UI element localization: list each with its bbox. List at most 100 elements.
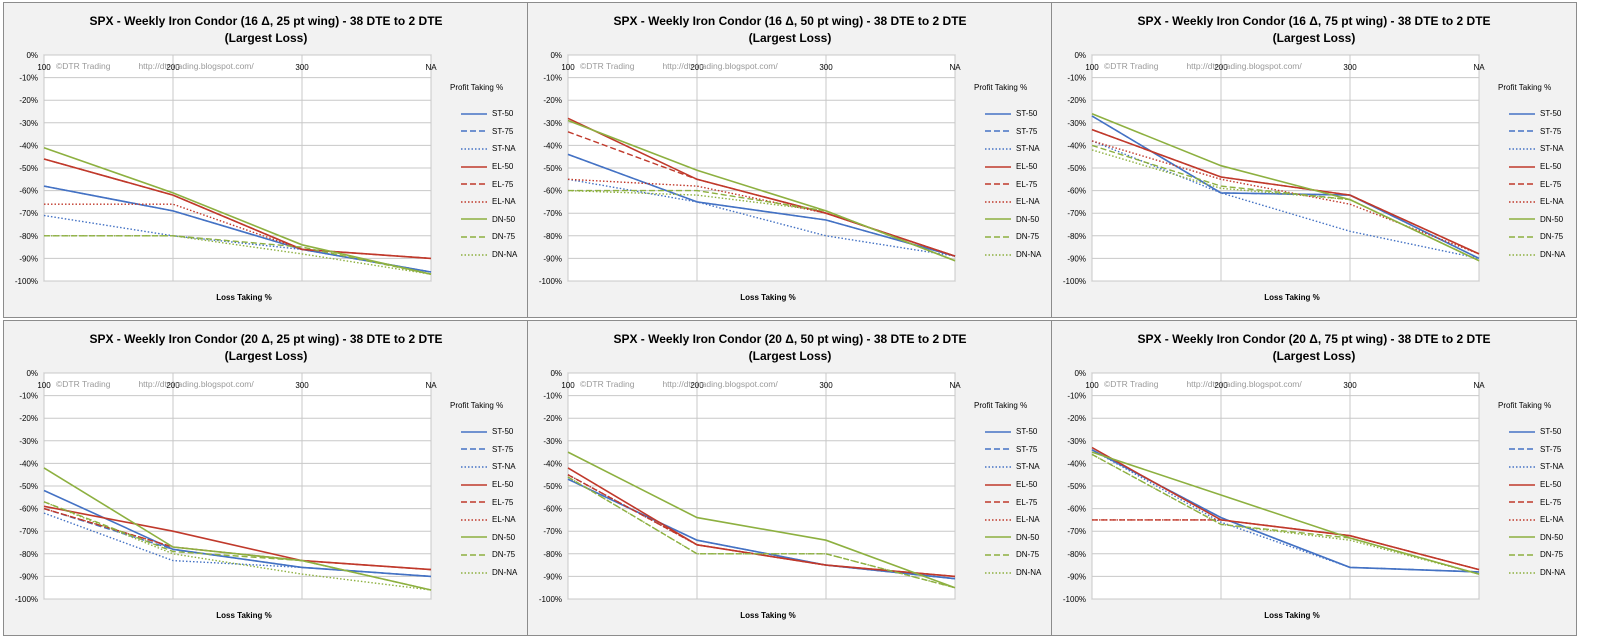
y-tick-label: -90% bbox=[543, 572, 562, 581]
legend-item: DN-NA bbox=[984, 564, 1041, 582]
chart-panel-16d-75w: SPX - Weekly Iron Condor (16 Δ, 75 pt wi… bbox=[1051, 2, 1577, 318]
legend-swatch bbox=[985, 483, 1011, 486]
y-tick-label: -30% bbox=[543, 119, 562, 128]
legend-item: EL-75 bbox=[984, 493, 1041, 511]
x-axis-label: Loss Taking % bbox=[216, 293, 272, 302]
series-line-dn-na bbox=[44, 235, 432, 275]
legend-label: DN-75 bbox=[492, 232, 516, 242]
legend-swatch bbox=[461, 112, 487, 115]
legend-swatch bbox=[1509, 554, 1535, 556]
legend-label: ST-50 bbox=[1540, 109, 1562, 119]
legend-label: EL-50 bbox=[1016, 480, 1038, 490]
y-tick-label: -10% bbox=[1067, 74, 1086, 83]
chart-title: SPX - Weekly Iron Condor (16 Δ, 50 pt wi… bbox=[528, 13, 1052, 47]
legend-title: Profit Taking % bbox=[450, 83, 504, 92]
legend: ST-50 ST-75 ST-NA EL-50 EL-75 EL-NA DN-50 DN-75… bbox=[1508, 423, 1565, 581]
y-tick-label: -40% bbox=[543, 459, 562, 468]
legend-swatch bbox=[461, 483, 487, 486]
watermark: ©DTR Trading http://dtr-trading.blogspot.… bbox=[56, 379, 282, 389]
y-tick-label: -20% bbox=[19, 414, 38, 423]
legend-label: ST-NA bbox=[1016, 144, 1040, 154]
legend-swatch bbox=[985, 536, 1011, 539]
y-tick-label: -20% bbox=[1067, 414, 1086, 423]
legend-swatch bbox=[1509, 501, 1535, 503]
watermark: ©DTR Trading http://dtr-trading.blogspot.… bbox=[580, 61, 806, 71]
legend-title: Profit Taking % bbox=[1498, 401, 1552, 410]
legend-item: ST-50 bbox=[1508, 423, 1565, 441]
chart-title-line2: (Largest Loss) bbox=[224, 349, 308, 363]
legend-label: DN-75 bbox=[1540, 232, 1564, 242]
y-tick-label: -60% bbox=[1067, 505, 1086, 514]
legend-item: ST-75 bbox=[1508, 441, 1565, 459]
chart-panel-16d-25w: SPX - Weekly Iron Condor (16 Δ, 25 pt wi… bbox=[3, 2, 529, 318]
y-tick-label: -50% bbox=[1067, 164, 1086, 173]
x-tick-label: NA bbox=[949, 63, 961, 72]
legend-swatch bbox=[985, 466, 1011, 468]
y-tick-label: -90% bbox=[19, 254, 38, 263]
legend-swatch bbox=[461, 501, 487, 503]
x-tick-label: 300 bbox=[295, 63, 309, 72]
watermark-copyright: ©DTR Trading bbox=[1104, 379, 1159, 389]
legend-item: ST-50 bbox=[984, 105, 1041, 123]
legend-label: ST-50 bbox=[1016, 109, 1038, 119]
legend-swatch bbox=[985, 236, 1011, 238]
y-tick-label: -10% bbox=[543, 74, 562, 83]
legend: ST-50 ST-75 ST-NA EL-50 EL-75 EL-NA DN-50 DN-75… bbox=[460, 423, 517, 581]
y-tick-label: -50% bbox=[543, 482, 562, 491]
chart-svg: 0% -10% -20% -30% -40% -50% -60% -70% -80% -90% -1… bbox=[1063, 51, 1485, 286]
legend-item: EL-75 bbox=[1508, 493, 1565, 511]
chart-svg: 0% -10% -20% -30% -40% -50% -60% -70% -80% -90% -1… bbox=[15, 51, 437, 286]
legend-swatch bbox=[461, 466, 487, 468]
legend-swatch bbox=[1509, 183, 1535, 185]
y-tick-label: -100% bbox=[15, 595, 38, 604]
series-line-dn-75 bbox=[1091, 144, 1480, 262]
chart-title: SPX - Weekly Iron Condor (20 Δ, 25 pt wi… bbox=[4, 331, 528, 365]
legend-label: DN-NA bbox=[1540, 250, 1566, 260]
legend-label: ST-50 bbox=[492, 109, 514, 119]
legend-item: ST-75 bbox=[460, 123, 517, 141]
legend-swatch bbox=[1509, 130, 1535, 133]
x-axis-label: Loss Taking % bbox=[1264, 293, 1320, 302]
legend-label: ST-NA bbox=[1540, 144, 1564, 154]
legend-item: ST-75 bbox=[984, 441, 1041, 459]
x-axis-label: Loss Taking % bbox=[1264, 611, 1320, 620]
y-tick-label: 0% bbox=[26, 51, 38, 60]
legend-item: DN-50 bbox=[460, 211, 517, 229]
y-tick-label: -40% bbox=[19, 459, 38, 468]
legend-item: DN-NA bbox=[460, 246, 517, 264]
legend-swatch bbox=[1509, 112, 1535, 115]
chart-title: SPX - Weekly Iron Condor (20 Δ, 50 pt wi… bbox=[528, 331, 1052, 365]
legend-swatch bbox=[1509, 148, 1535, 150]
legend-label: EL-NA bbox=[1016, 197, 1040, 207]
x-tick-label: NA bbox=[1473, 63, 1485, 72]
legend-item: ST-75 bbox=[1508, 123, 1565, 141]
legend-swatch bbox=[985, 218, 1011, 221]
watermark-url: http://dtr-trading.blogspot.com/ bbox=[662, 379, 778, 389]
series-line-dn-50 bbox=[43, 146, 432, 275]
x-tick-label: 200 bbox=[166, 63, 180, 72]
legend-swatch bbox=[461, 518, 487, 521]
legend-swatch bbox=[461, 253, 487, 256]
legend-swatch bbox=[1509, 430, 1535, 433]
legend-label: EL-75 bbox=[492, 497, 514, 507]
legend-label: ST-75 bbox=[1540, 444, 1562, 454]
y-tick-label: -90% bbox=[543, 254, 562, 263]
legend-item: ST-50 bbox=[460, 105, 517, 123]
series-line-dn-na bbox=[567, 476, 956, 589]
legend-item: ST-50 bbox=[460, 423, 517, 441]
y-tick-label: -90% bbox=[1067, 572, 1086, 581]
y-tick-label: -70% bbox=[19, 209, 38, 218]
legend: ST-50 ST-75 ST-NA EL-50 EL-75 EL-NA DN-50 DN-75… bbox=[1508, 105, 1565, 263]
legend-label: DN-50 bbox=[1540, 532, 1564, 542]
chart-panel-20d-75w: SPX - Weekly Iron Condor (20 Δ, 75 pt wi… bbox=[1051, 320, 1577, 636]
watermark-url: http://dtr-trading.blogspot.com/ bbox=[1186, 61, 1302, 71]
y-tick-label: -20% bbox=[543, 414, 562, 423]
legend-swatch bbox=[985, 518, 1011, 521]
y-tick-label: -10% bbox=[1067, 392, 1086, 401]
legend-swatch bbox=[461, 554, 487, 556]
series-line-dn-na bbox=[1091, 149, 1480, 262]
legend-item: EL-NA bbox=[984, 511, 1041, 529]
legend-label: DN-75 bbox=[492, 550, 516, 560]
legend-label: EL-NA bbox=[1016, 515, 1040, 525]
y-tick-label: -30% bbox=[19, 437, 38, 446]
